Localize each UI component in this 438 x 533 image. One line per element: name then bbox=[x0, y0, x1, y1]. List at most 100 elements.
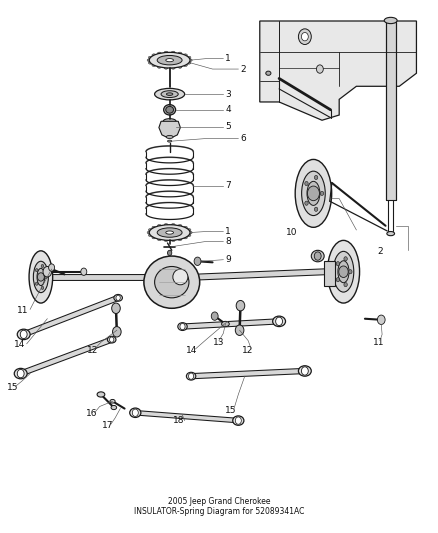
Text: 6: 6 bbox=[240, 134, 246, 143]
Ellipse shape bbox=[211, 312, 218, 320]
Ellipse shape bbox=[178, 52, 182, 55]
Ellipse shape bbox=[144, 256, 200, 308]
Polygon shape bbox=[159, 122, 180, 137]
Text: 15: 15 bbox=[226, 406, 237, 415]
Text: 2: 2 bbox=[240, 64, 246, 74]
Text: 8: 8 bbox=[226, 237, 231, 246]
Ellipse shape bbox=[327, 240, 360, 303]
Ellipse shape bbox=[149, 52, 190, 68]
Ellipse shape bbox=[166, 93, 173, 95]
Ellipse shape bbox=[184, 54, 187, 56]
Ellipse shape bbox=[166, 135, 173, 139]
Ellipse shape bbox=[387, 231, 395, 236]
Ellipse shape bbox=[314, 175, 318, 180]
Text: 11: 11 bbox=[373, 338, 384, 347]
Ellipse shape bbox=[148, 229, 152, 231]
Ellipse shape bbox=[152, 54, 156, 56]
Ellipse shape bbox=[184, 236, 187, 239]
Text: 4: 4 bbox=[226, 106, 231, 114]
Ellipse shape bbox=[41, 264, 44, 268]
Text: 9: 9 bbox=[226, 255, 231, 264]
Text: 10: 10 bbox=[286, 228, 297, 237]
Text: 15: 15 bbox=[7, 383, 18, 392]
Ellipse shape bbox=[187, 56, 191, 59]
Ellipse shape bbox=[307, 181, 320, 205]
Ellipse shape bbox=[149, 225, 190, 240]
Text: 17: 17 bbox=[102, 421, 114, 430]
Ellipse shape bbox=[222, 321, 230, 327]
Ellipse shape bbox=[298, 366, 311, 376]
Ellipse shape bbox=[378, 315, 385, 325]
Ellipse shape bbox=[37, 268, 45, 286]
Ellipse shape bbox=[384, 18, 397, 23]
Ellipse shape bbox=[171, 223, 175, 226]
Ellipse shape bbox=[344, 282, 347, 287]
Text: 18: 18 bbox=[173, 416, 184, 425]
Ellipse shape bbox=[112, 303, 120, 313]
Ellipse shape bbox=[307, 186, 319, 201]
Ellipse shape bbox=[338, 261, 349, 282]
Ellipse shape bbox=[130, 408, 141, 417]
Ellipse shape bbox=[35, 282, 38, 285]
Text: 14: 14 bbox=[186, 345, 197, 354]
Text: 1: 1 bbox=[226, 54, 231, 63]
Ellipse shape bbox=[178, 238, 182, 240]
Ellipse shape bbox=[164, 104, 176, 115]
Ellipse shape bbox=[349, 270, 352, 274]
Ellipse shape bbox=[339, 266, 348, 278]
Ellipse shape bbox=[97, 392, 105, 397]
Ellipse shape bbox=[178, 224, 182, 227]
Ellipse shape bbox=[110, 337, 114, 342]
Bar bbox=[385, 22, 396, 200]
Ellipse shape bbox=[167, 251, 172, 255]
Ellipse shape bbox=[272, 316, 286, 327]
Ellipse shape bbox=[314, 207, 318, 212]
Ellipse shape bbox=[180, 324, 185, 330]
Ellipse shape bbox=[147, 231, 151, 234]
Ellipse shape bbox=[295, 159, 332, 228]
Ellipse shape bbox=[163, 119, 176, 124]
Ellipse shape bbox=[155, 88, 185, 100]
Ellipse shape bbox=[305, 201, 308, 205]
Ellipse shape bbox=[173, 269, 188, 285]
Ellipse shape bbox=[233, 416, 244, 425]
Ellipse shape bbox=[276, 317, 283, 326]
Ellipse shape bbox=[336, 262, 339, 266]
Ellipse shape bbox=[43, 266, 52, 277]
Ellipse shape bbox=[188, 373, 194, 379]
Ellipse shape bbox=[111, 406, 117, 410]
Ellipse shape bbox=[164, 51, 168, 54]
Ellipse shape bbox=[171, 239, 175, 241]
Ellipse shape bbox=[266, 71, 271, 75]
Ellipse shape bbox=[157, 238, 161, 240]
Ellipse shape bbox=[49, 264, 55, 271]
Ellipse shape bbox=[157, 55, 182, 65]
Ellipse shape bbox=[187, 234, 191, 237]
Ellipse shape bbox=[14, 368, 27, 379]
Ellipse shape bbox=[155, 266, 189, 298]
Ellipse shape bbox=[235, 325, 244, 335]
Ellipse shape bbox=[188, 59, 192, 61]
Text: 16: 16 bbox=[86, 409, 97, 418]
Text: 7: 7 bbox=[226, 181, 231, 190]
Text: 12: 12 bbox=[87, 345, 98, 354]
Ellipse shape bbox=[17, 369, 24, 378]
Ellipse shape bbox=[236, 301, 245, 311]
Ellipse shape bbox=[157, 52, 161, 55]
Ellipse shape bbox=[157, 66, 161, 68]
Text: 14: 14 bbox=[14, 341, 25, 349]
Ellipse shape bbox=[187, 372, 196, 380]
Ellipse shape bbox=[161, 91, 178, 98]
Ellipse shape bbox=[178, 322, 187, 330]
Ellipse shape bbox=[178, 66, 182, 68]
Ellipse shape bbox=[152, 236, 156, 239]
Ellipse shape bbox=[110, 399, 115, 403]
Ellipse shape bbox=[152, 64, 156, 67]
Ellipse shape bbox=[152, 226, 156, 229]
Ellipse shape bbox=[132, 409, 138, 416]
Ellipse shape bbox=[147, 59, 151, 61]
Ellipse shape bbox=[29, 251, 53, 303]
Ellipse shape bbox=[41, 286, 44, 289]
Ellipse shape bbox=[336, 278, 339, 282]
Ellipse shape bbox=[333, 252, 354, 292]
